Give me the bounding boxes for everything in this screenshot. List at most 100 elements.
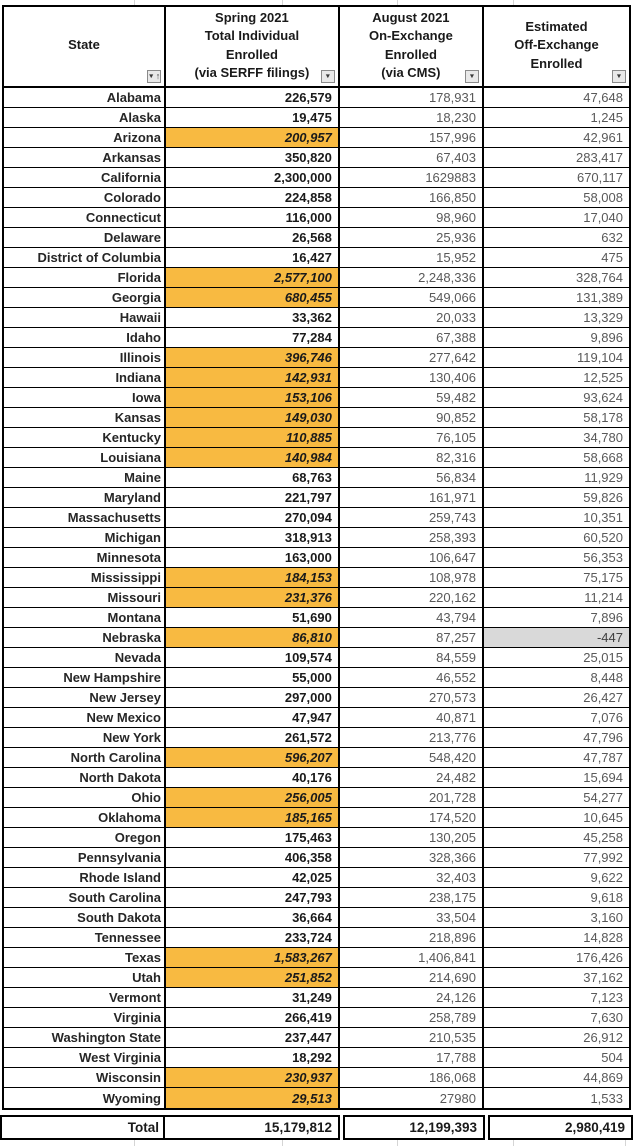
spring-enrolled-cell[interactable]: 16,427 <box>166 248 340 267</box>
state-cell[interactable]: Colorado <box>4 188 166 207</box>
spring-enrolled-cell[interactable]: 42,025 <box>166 868 340 887</box>
off-exchange-cell[interactable]: 14,828 <box>583 930 623 945</box>
spring-enrolled-cell[interactable]: 26,568 <box>166 228 340 247</box>
off-exchange-cell[interactable]: 26,912 <box>583 1030 623 1045</box>
august-enrolled-cell[interactable]: 87,257 <box>340 628 484 647</box>
spring-enrolled-cell[interactable]: 396,746 <box>165 348 340 367</box>
spring-enrolled-cell[interactable]: 350,820 <box>166 148 340 167</box>
spring-enrolled-cell[interactable]: 68,763 <box>166 468 340 487</box>
state-cell[interactable]: Ohio <box>4 788 166 807</box>
august-enrolled-cell[interactable]: 549,066 <box>340 288 484 307</box>
off-exchange-cell[interactable]: 47,648 <box>583 90 623 105</box>
off-exchange-cell[interactable]: 9,896 <box>590 330 623 345</box>
august-enrolled-cell[interactable]: 90,852 <box>340 408 484 427</box>
august-enrolled-cell[interactable]: 166,850 <box>340 188 484 207</box>
off-exchange-cell[interactable]: 56,353 <box>583 550 623 565</box>
spring-enrolled-cell[interactable]: 233,724 <box>166 928 340 947</box>
spring-enrolled-cell[interactable]: 140,984 <box>165 448 340 467</box>
spring-enrolled-cell[interactable]: 110,885 <box>165 428 340 447</box>
off-exchange-cell[interactable]: 119,104 <box>576 350 623 365</box>
spring-enrolled-cell[interactable]: 226,579 <box>166 88 340 107</box>
spring-enrolled-cell[interactable]: 142,931 <box>165 368 340 387</box>
august-enrolled-cell[interactable]: 25,936 <box>340 228 484 247</box>
spring-enrolled-cell[interactable]: 40,176 <box>166 768 340 787</box>
column-header-august-2021[interactable]: August 2021 On-Exchange Enrolled (via CM… <box>340 7 484 86</box>
state-cell[interactable]: Mississippi <box>4 568 166 587</box>
august-enrolled-cell[interactable]: 2,248,336 <box>340 268 484 287</box>
spring-enrolled-cell[interactable]: 406,358 <box>166 848 340 867</box>
off-exchange-cell[interactable]: 1,533 <box>590 1090 623 1106</box>
state-cell[interactable]: Oklahoma <box>4 808 166 827</box>
august-enrolled-cell[interactable]: 548,420 <box>340 748 484 767</box>
state-cell[interactable]: Maine <box>4 468 166 487</box>
state-cell[interactable]: Delaware <box>4 228 166 247</box>
state-cell[interactable]: Louisiana <box>4 448 166 467</box>
spring-enrolled-cell[interactable]: 247,793 <box>166 888 340 907</box>
off-exchange-cell[interactable]: 45,258 <box>583 830 623 845</box>
state-cell[interactable]: California <box>4 168 166 187</box>
spring-enrolled-cell[interactable]: 224,858 <box>166 188 340 207</box>
state-cell[interactable]: Pennsylvania <box>4 848 166 867</box>
august-enrolled-cell[interactable]: 161,971 <box>340 488 484 507</box>
august-enrolled-cell[interactable]: 59,482 <box>340 388 484 407</box>
state-cell[interactable]: Massachusetts <box>4 508 166 527</box>
state-cell[interactable]: Alabama <box>4 88 166 107</box>
spring-enrolled-cell[interactable]: 200,957 <box>165 128 340 147</box>
state-cell[interactable]: Wyoming <box>4 1088 166 1108</box>
spring-enrolled-cell[interactable]: 185,165 <box>165 808 340 827</box>
off-exchange-cell[interactable]: 7,076 <box>590 710 623 725</box>
off-exchange-cell[interactable]: 7,630 <box>590 1010 623 1025</box>
filter-dropdown-icon[interactable]: ▼ <box>464 70 479 83</box>
spring-enrolled-cell[interactable]: 153,106 <box>165 388 340 407</box>
off-exchange-cell[interactable]: 42,961 <box>583 130 623 145</box>
august-enrolled-cell[interactable]: 157,996 <box>340 128 484 147</box>
total-label-cell[interactable]: Total <box>0 1115 165 1140</box>
state-cell[interactable]: Michigan <box>4 528 166 547</box>
state-cell[interactable]: New York <box>4 728 166 747</box>
spring-enrolled-cell[interactable]: 55,000 <box>166 668 340 687</box>
spring-enrolled-cell[interactable]: 297,000 <box>166 688 340 707</box>
august-enrolled-cell[interactable]: 130,205 <box>340 828 484 847</box>
state-cell[interactable]: Minnesota <box>4 548 166 567</box>
august-enrolled-cell[interactable]: 328,366 <box>340 848 484 867</box>
filter-sort-asc-icon[interactable]: ▼ ↑ <box>146 70 161 83</box>
state-cell[interactable]: Washington State <box>4 1028 166 1047</box>
state-cell[interactable]: Maryland <box>4 488 166 507</box>
august-enrolled-cell[interactable]: 67,403 <box>340 148 484 167</box>
spring-enrolled-cell[interactable]: 184,153 <box>165 568 340 587</box>
august-enrolled-cell[interactable]: 33,504 <box>340 908 484 927</box>
off-exchange-cell[interactable]: 10,351 <box>583 510 623 525</box>
august-enrolled-cell[interactable]: 27980 <box>340 1088 484 1108</box>
spring-enrolled-cell[interactable]: 1,583,267 <box>165 948 340 967</box>
off-exchange-cell[interactable]: 504 <box>601 1050 623 1065</box>
august-enrolled-cell[interactable]: 186,068 <box>340 1068 484 1087</box>
state-cell[interactable]: District of Columbia <box>4 248 166 267</box>
august-enrolled-cell[interactable]: 32,403 <box>340 868 484 887</box>
off-exchange-cell[interactable]: 13,329 <box>583 310 623 325</box>
off-exchange-cell[interactable]: 328,764 <box>576 270 623 285</box>
off-exchange-cell[interactable]: 176,426 <box>576 950 623 965</box>
spring-enrolled-cell[interactable]: 86,810 <box>165 628 340 647</box>
off-exchange-cell[interactable]: 34,780 <box>583 430 623 445</box>
off-exchange-cell[interactable]: 1,245 <box>590 110 623 125</box>
off-exchange-cell[interactable]: 26,427 <box>583 690 623 705</box>
state-cell[interactable]: West Virginia <box>4 1048 166 1067</box>
august-enrolled-cell[interactable]: 40,871 <box>340 708 484 727</box>
august-enrolled-cell[interactable]: 218,896 <box>340 928 484 947</box>
august-enrolled-cell[interactable]: 56,834 <box>340 468 484 487</box>
off-exchange-cell[interactable]: 10,645 <box>583 810 623 825</box>
spring-enrolled-cell[interactable]: 175,463 <box>166 828 340 847</box>
spring-enrolled-cell[interactable]: 29,513 <box>165 1088 340 1108</box>
august-enrolled-cell[interactable]: 238,175 <box>340 888 484 907</box>
august-enrolled-cell[interactable]: 258,789 <box>340 1008 484 1027</box>
august-enrolled-cell[interactable]: 24,126 <box>340 988 484 1007</box>
off-exchange-cell[interactable]: 11,214 <box>584 590 623 605</box>
off-exchange-cell[interactable]: 58,178 <box>583 410 623 425</box>
august-enrolled-cell[interactable]: 174,520 <box>340 808 484 827</box>
total-august-cell[interactable]: 12,199,393 <box>343 1115 485 1140</box>
state-cell[interactable]: Rhode Island <box>4 868 166 887</box>
off-exchange-cell[interactable]: 47,787 <box>583 750 623 765</box>
off-exchange-cell[interactable]: 60,520 <box>583 530 623 545</box>
off-exchange-cell[interactable]: 3,160 <box>590 910 623 925</box>
off-exchange-cell[interactable]: 58,668 <box>583 450 623 465</box>
